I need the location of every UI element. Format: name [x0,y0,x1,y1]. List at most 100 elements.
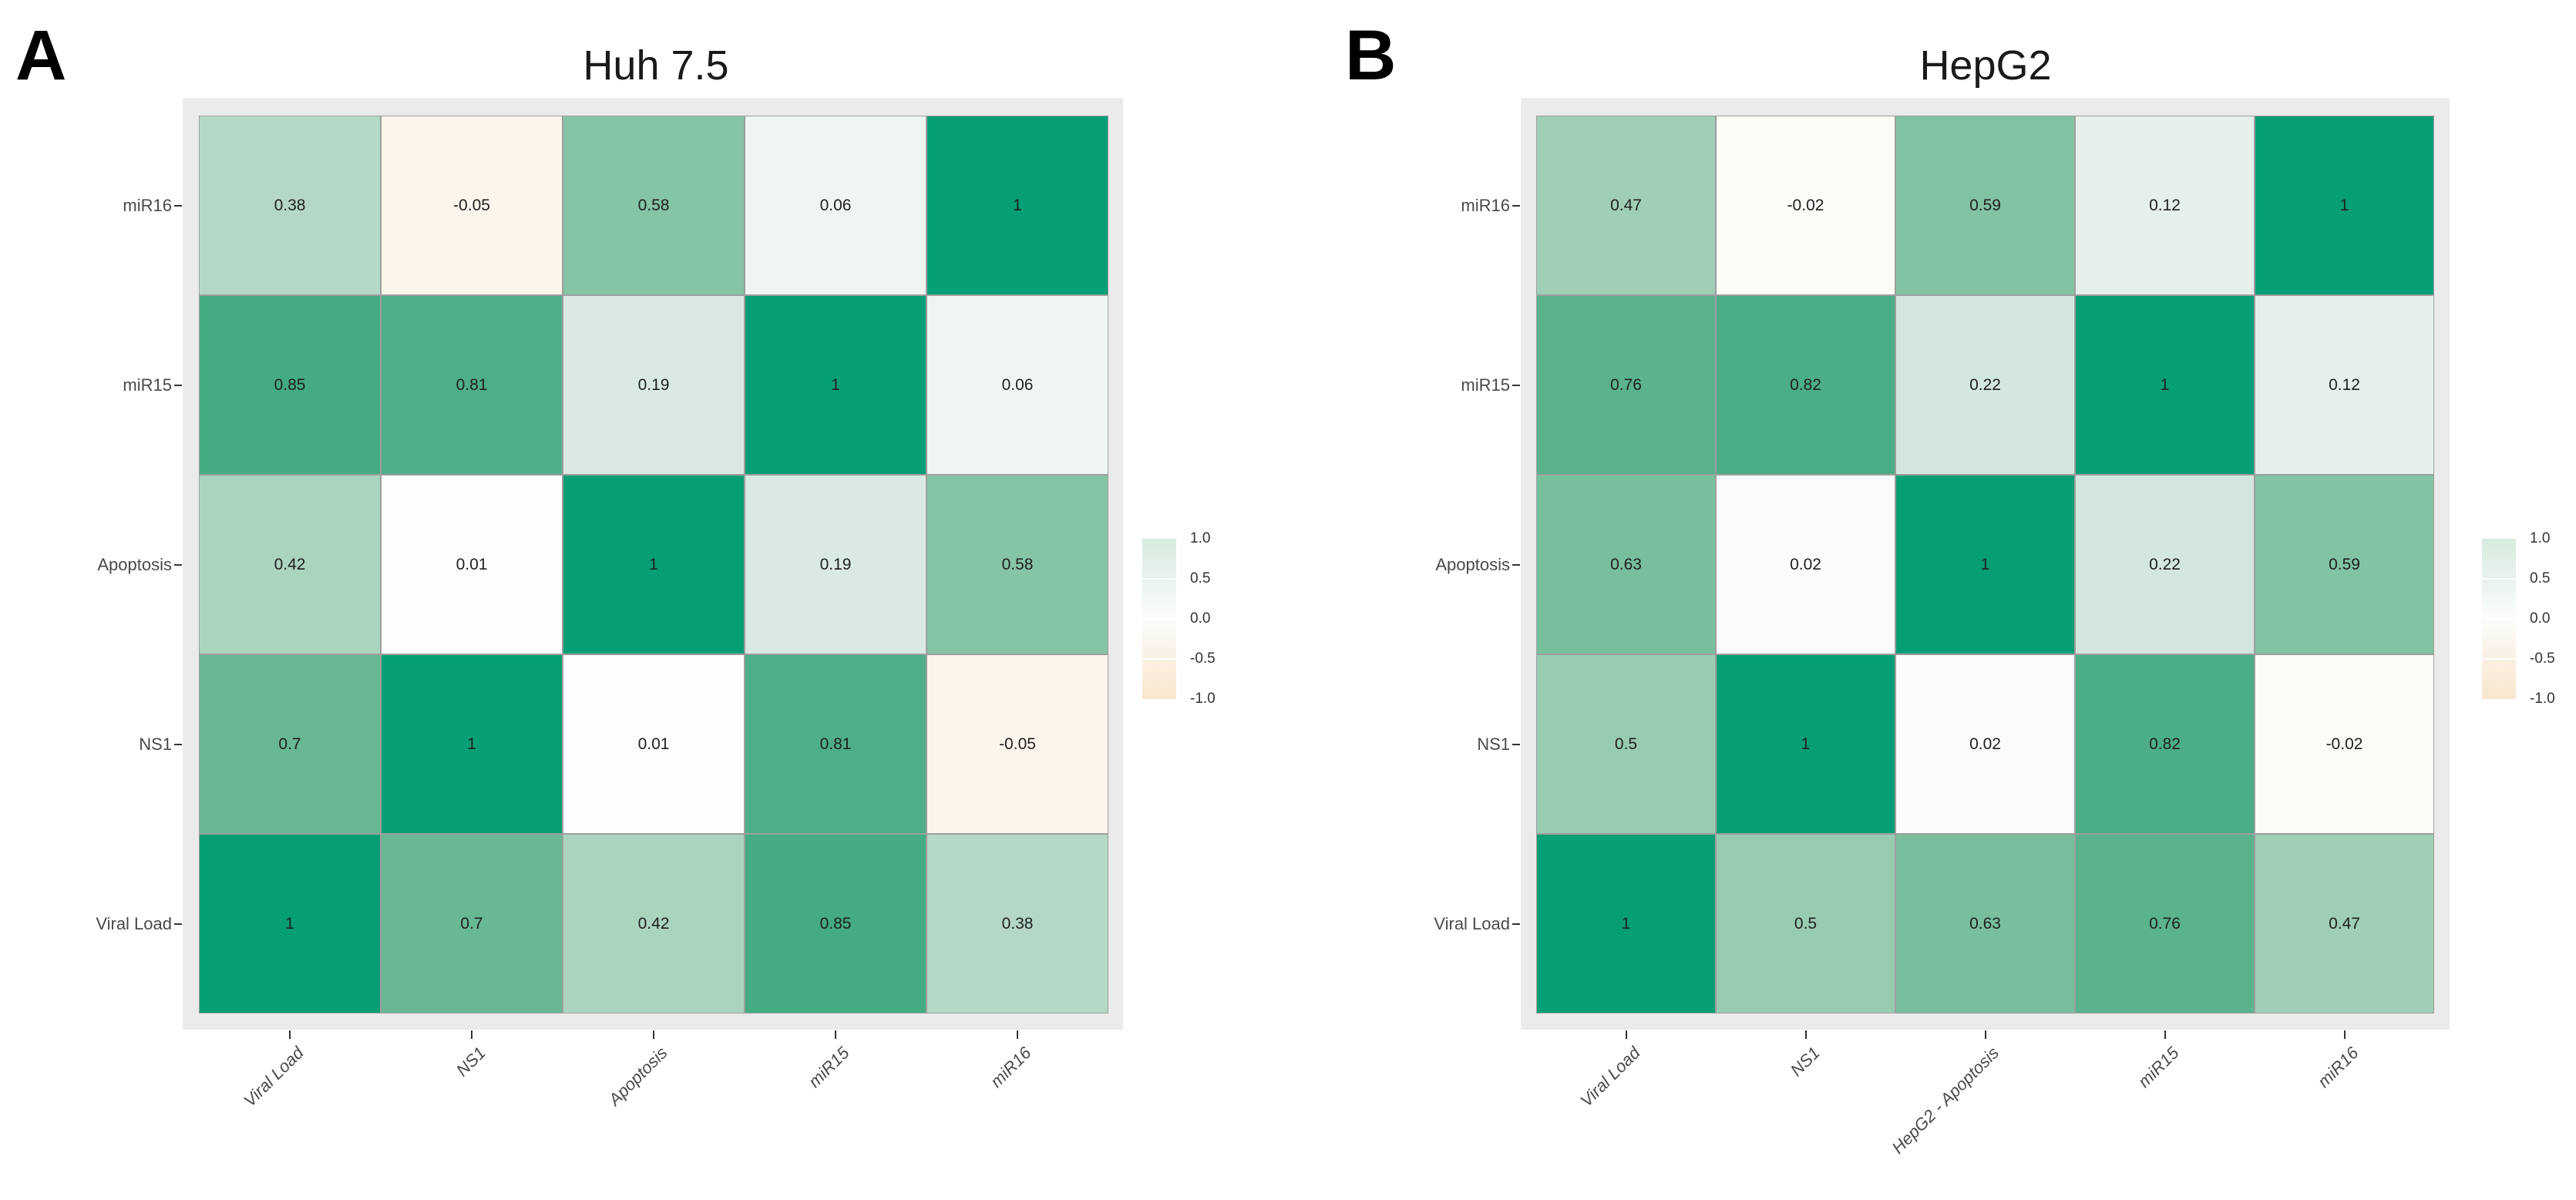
chart-title: Huh 7.5 [583,42,729,89]
correlation-value: 0.58 [637,196,670,214]
colorbar-tick-label: 0.0 [2530,610,2551,627]
colorbar-tick-label: -1.0 [1190,691,1216,707]
heatmap-cell: 0.19 [745,475,926,654]
heatmap-cell: 0.01 [381,475,563,654]
correlation-value: 1 [649,555,658,573]
y-axis-tick-mark [1512,204,1520,207]
colorbar-tick-label: -0.5 [1190,650,1216,667]
correlation-value: 0.7 [278,734,301,753]
y-axis-label: NS1 [1477,734,1510,754]
heatmap-cell: 0.85 [745,834,926,1013]
colorbar-tick-mark [2482,658,2516,660]
heatmap-cell: 0.59 [2255,475,2434,654]
x-axis-label: HepG2 - Apoptosis [1888,1043,2003,1158]
correlation-value: 0.81 [456,375,488,394]
chart-title: HepG2 [1919,42,2052,89]
correlation-value: 0.58 [1001,555,1034,573]
heatmap-cell: 0.22 [1895,295,2075,475]
heatmap-cell: 0.12 [2255,295,2434,475]
heatmap-cell: 0.02 [1895,654,2075,834]
correlation-value: 0.42 [637,914,670,933]
heatmap-cell: 0.58 [926,475,1108,654]
colorbar-tick-label: -0.5 [2530,650,2555,667]
correlation-value: 0.82 [1790,375,1821,394]
x-axis-tick-mark [1017,1030,1018,1039]
correlation-value: 1 [2160,375,2170,394]
y-axis-label: Apoptosis [97,554,172,574]
correlation-value: 0.38 [1001,914,1034,933]
y-axis-tick-mark [1512,743,1520,745]
heatmap-cell: 1 [926,116,1108,295]
correlation-value: 0.47 [1610,196,1642,214]
y-axis-tick-mark [174,204,182,207]
heatmap-cell: 0.42 [563,834,745,1013]
x-axis-tick-mark [471,1030,472,1039]
heatmap-cell: 1 [1716,654,1895,834]
heatmap-cell: 0.38 [199,116,381,295]
heatmap-cell: -0.05 [381,116,563,295]
colorbar-tick-label: 1.0 [1190,530,1211,546]
correlation-value: 0.22 [2149,555,2181,573]
correlation-value: 1 [1013,196,1022,214]
correlation-value: 0.63 [1969,914,2001,933]
correlation-value: 0.81 [819,734,852,753]
x-axis-label: Viral Load [1576,1043,1644,1111]
x-axis-tick-mark [835,1030,836,1039]
correlation-value: 0.19 [637,375,670,394]
correlation-value: 1 [467,734,476,753]
x-axis-tick-mark [1984,1030,1986,1039]
colorbar-tick-label: 0.5 [2530,570,2551,587]
heatmap-cell: 0.63 [1536,475,1716,654]
y-axis-label: miR15 [1461,375,1510,395]
x-axis-label: miR15 [2134,1043,2183,1091]
x-axis-label: NS1 [452,1043,489,1081]
x-axis-label: Viral Load [240,1043,308,1111]
correlation-value: 1 [831,375,840,394]
heatmap-cell: 0.81 [381,295,563,475]
correlation-value: 0.02 [1969,734,2001,753]
heatmap-cell: 1 [1536,834,1716,1013]
correlation-value: 0.06 [819,196,852,214]
y-axis-tick-mark [174,384,182,386]
correlation-value: 1 [2339,196,2349,214]
correlation-value: 0.12 [2329,375,2360,394]
x-axis-tick-mark [289,1030,291,1039]
correlation-value: 0.47 [2329,914,2360,933]
correlation-value: 0.59 [1969,196,2001,214]
heatmap-cell: 0.85 [199,295,381,475]
heatmap-cell: 0.19 [563,295,745,475]
panel-label-letter: B [1345,16,1397,95]
correlation-value: 1 [285,914,294,933]
y-axis-label: Viral Load [96,913,172,933]
heatmap-cell: 0.06 [745,116,926,295]
correlation-value: 1 [1621,914,1631,933]
heatmap-cell: -0.02 [1716,116,1895,295]
correlation-value: 0.01 [456,555,488,573]
heatmap-cell: 0.82 [2075,654,2255,834]
heatmap-cell: 0.59 [1895,116,2075,295]
correlation-value: 0.19 [819,555,852,573]
y-axis-label: miR15 [123,375,172,395]
heatmap-cell: 0.42 [199,475,381,654]
correlation-value: 0.59 [2329,555,2360,573]
heatmap-cell: 0.82 [1716,295,1895,475]
colorbar-tick-label: 0.5 [1190,570,1211,587]
correlation-value: 0.38 [274,196,306,214]
heatmap-cell: 1 [563,475,745,654]
correlation-value: -0.05 [999,734,1036,753]
heatmap-cell: 0.5 [1716,834,1895,1013]
heatmap-cell: -0.02 [2255,654,2434,834]
correlation-value: -0.02 [2325,734,2363,753]
heatmap-cell: 0.47 [2255,834,2434,1013]
colorbar-tick-label: -1.0 [2530,691,2555,707]
heatmap-cell: 0.12 [2075,116,2255,295]
correlation-value: 0.5 [1614,734,1638,753]
y-axis-tick-mark [174,743,182,745]
correlation-value: 0.02 [1790,555,1821,573]
heatmap-cell: 0.22 [2075,475,2255,654]
correlation-value: -0.02 [1787,196,1824,214]
x-axis-label: Apoptosis [604,1043,671,1110]
heatmap-cell: 0.06 [926,295,1108,475]
colorbar-gradient [1142,539,1176,699]
x-axis-tick-mark [1625,1030,1627,1039]
